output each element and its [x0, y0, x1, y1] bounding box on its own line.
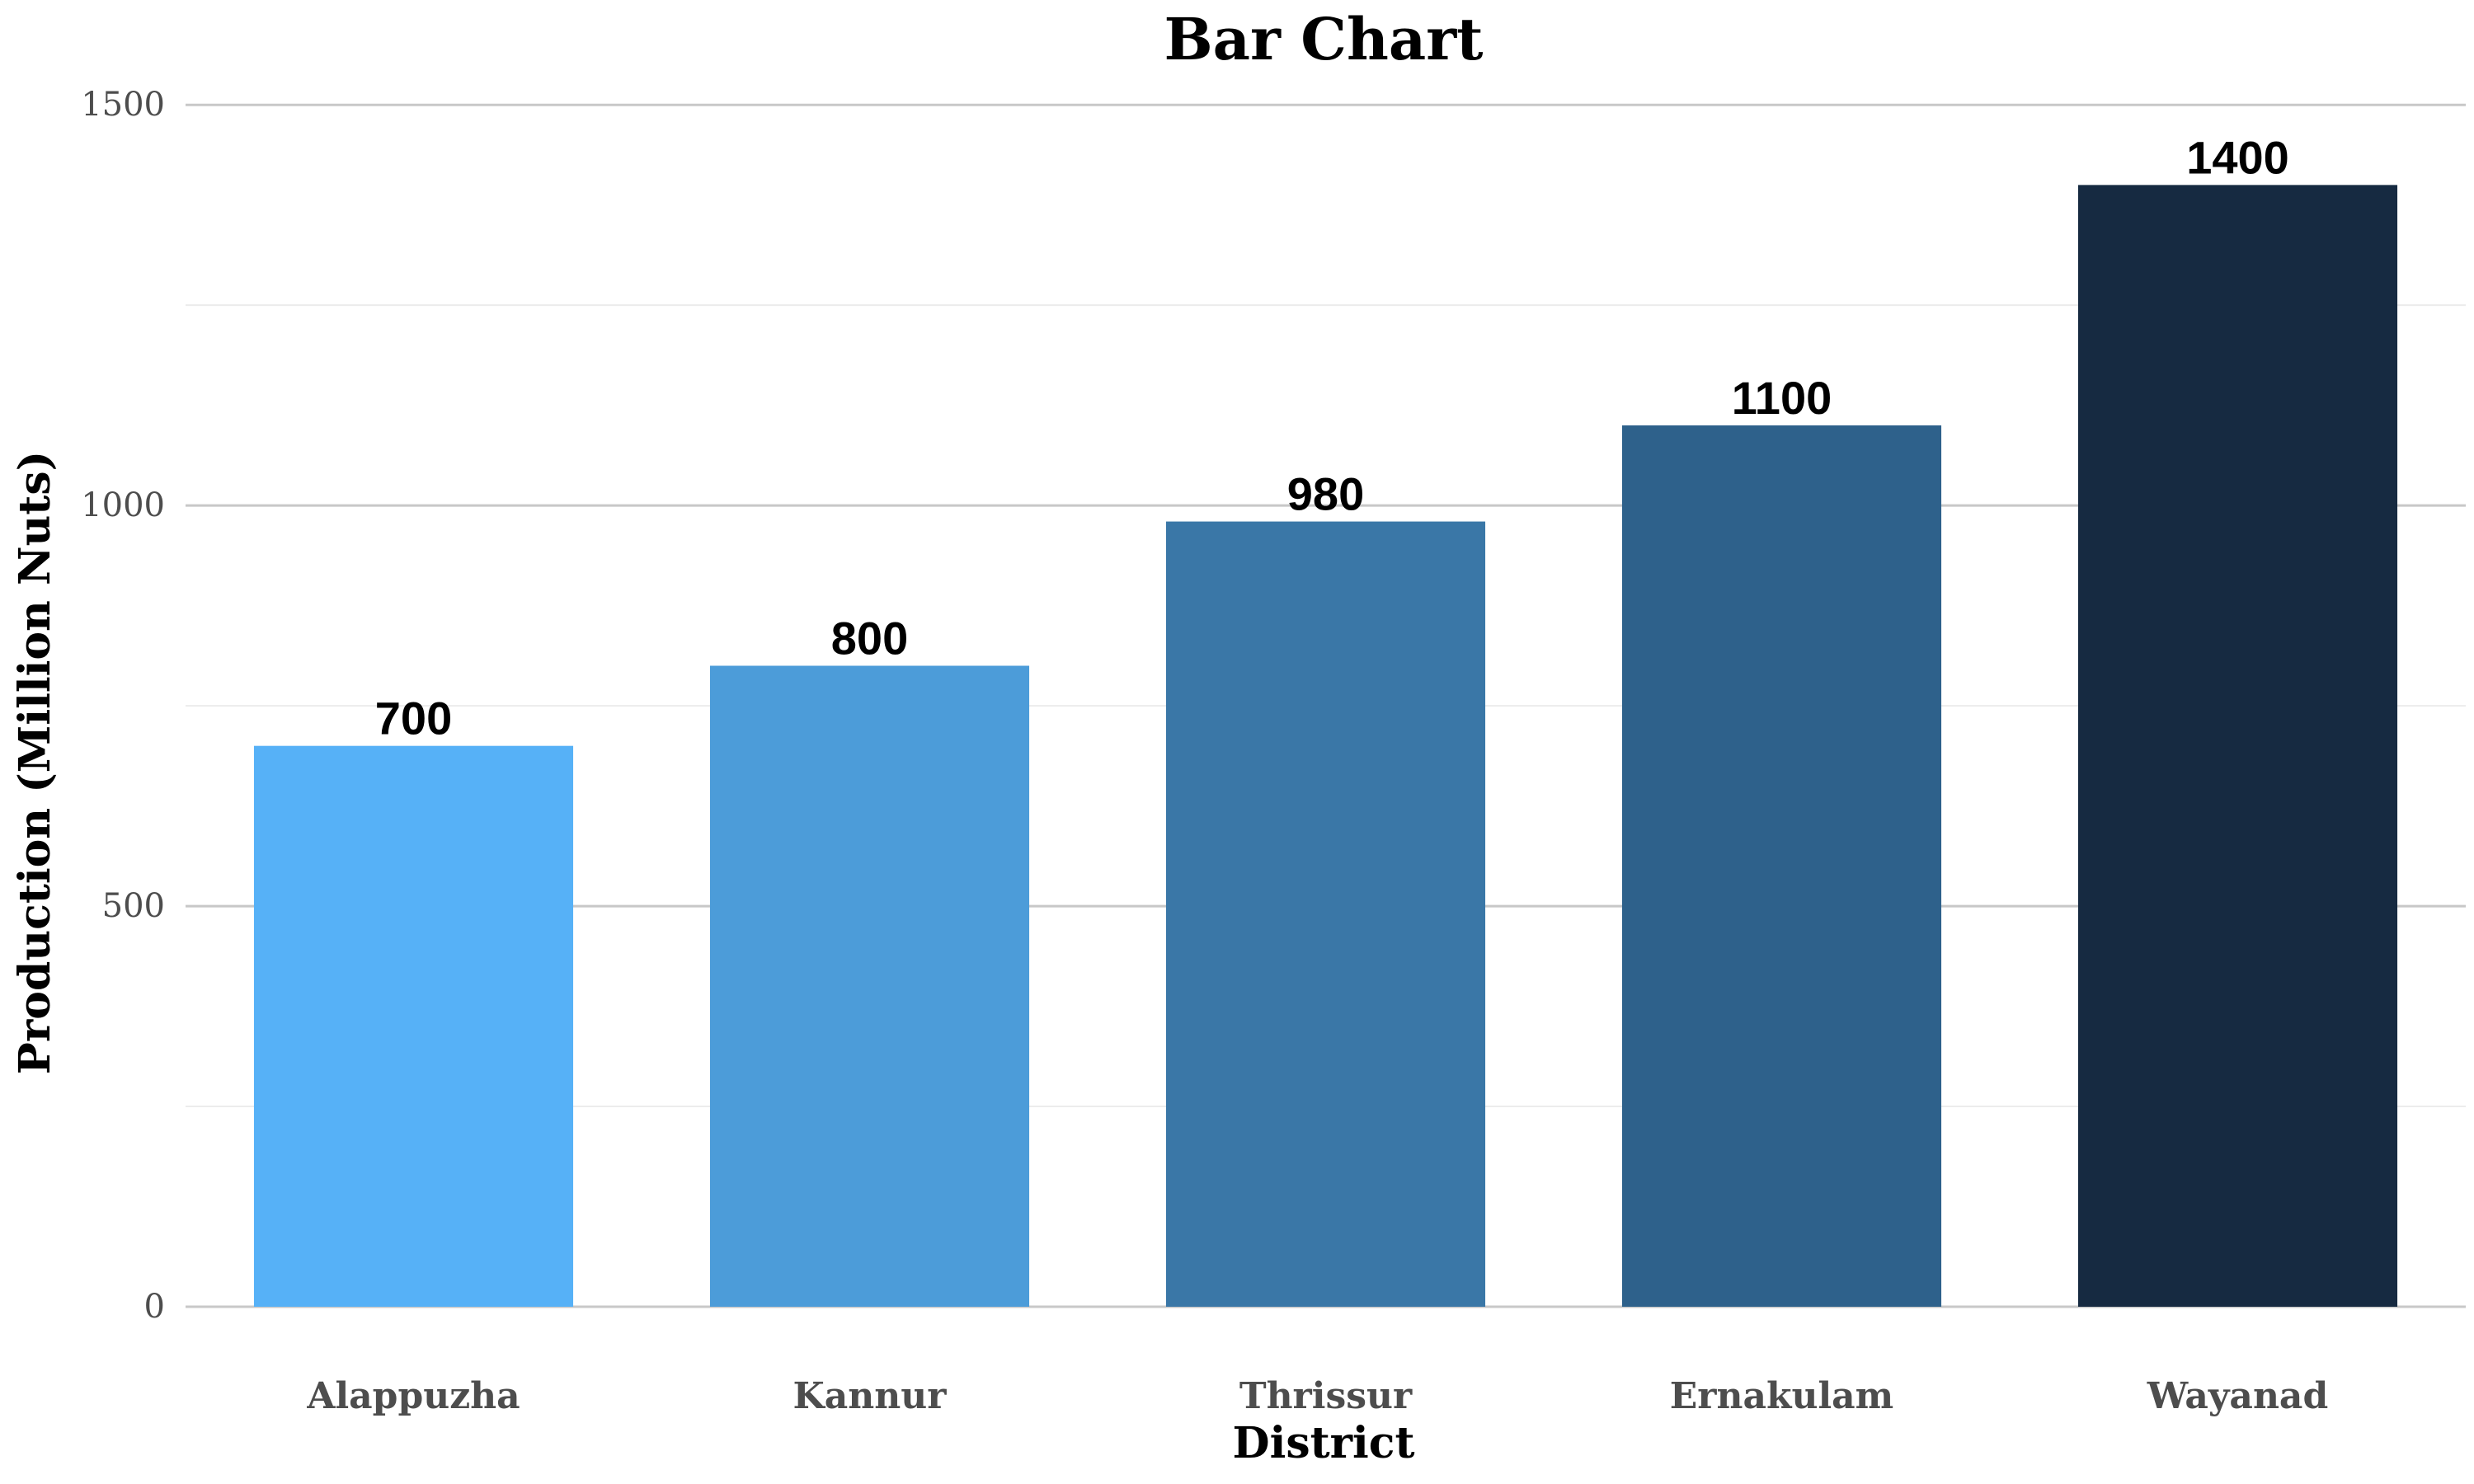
x-tick-label-alappuzha: Alappuzha	[306, 1375, 520, 1417]
x-axis-ticks: Alappuzha Kannur Thrissur Ernakulam Wayanad	[306, 1375, 2328, 1417]
y-axis-ticks: 0 500 1000 1500	[81, 86, 165, 1326]
bars	[253, 185, 2398, 1307]
y-tick-label: 0	[144, 1288, 165, 1326]
data-labels: 700 800 980 1100 1400	[375, 131, 2289, 744]
x-tick-label-ernakulam: Ernakulam	[1670, 1375, 1893, 1417]
data-label-ernakulam: 1100	[1732, 372, 1832, 424]
chart-title: Bar Chart	[1164, 5, 1484, 73]
x-axis-title: District	[1233, 1418, 1415, 1468]
x-tick-label-kannur: Kannur	[793, 1375, 948, 1417]
bar-wayanad	[2077, 185, 2398, 1307]
y-tick-label: 500	[102, 887, 165, 925]
data-label-wayanad: 1400	[2186, 131, 2289, 183]
bar-alappuzha	[253, 745, 574, 1307]
data-label-alappuzha: 700	[375, 693, 452, 744]
x-tick-label-wayanad: Wayanad	[2147, 1375, 2328, 1417]
y-axis-title: Production (Million Nuts)	[10, 451, 60, 1074]
y-tick-label: 1000	[81, 486, 165, 524]
bar-ernakulam	[1621, 425, 1942, 1307]
bar-kannur	[709, 665, 1030, 1307]
bar-thrissur	[1165, 521, 1486, 1307]
data-label-kannur: 800	[831, 613, 908, 665]
x-tick-label-thrissur: Thrissur	[1239, 1375, 1413, 1417]
data-label-thrissur: 980	[1287, 468, 1364, 520]
y-tick-label: 1500	[81, 86, 165, 124]
